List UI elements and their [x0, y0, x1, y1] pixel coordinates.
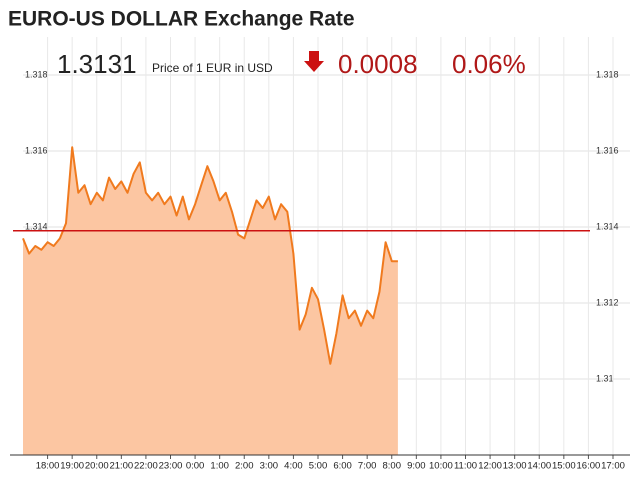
x-tick-label: 15:00 [552, 461, 576, 472]
x-tick-label: 6:00 [333, 461, 352, 472]
x-tick-label: 18:00 [36, 461, 60, 472]
down-arrow [304, 51, 324, 72]
x-tick-label: 13:00 [503, 461, 527, 472]
x-tick-label: 1:00 [210, 461, 229, 472]
x-tick-label: 9:00 [407, 461, 426, 472]
x-tick-label: 23:00 [159, 461, 183, 472]
x-tick-label: 10:00 [429, 461, 453, 472]
x-tick-label: 17:00 [601, 461, 625, 472]
y-tick-label: 1.316 [25, 145, 48, 155]
x-tick-label: 16:00 [577, 461, 601, 472]
x-tick-label: 20:00 [85, 461, 109, 472]
y-tick-label-right: 1.318 [596, 69, 619, 79]
x-tick-label: 19:00 [60, 461, 84, 472]
y-tick-label-right: 1.314 [596, 221, 619, 231]
x-tick-label: 11:00 [454, 461, 477, 472]
y-tick-label-right: 1.312 [596, 297, 619, 307]
x-tick-label: 5:00 [309, 461, 328, 472]
area [23, 147, 398, 455]
plot: 1.311.311.3121.3121.3141.3141.3161.3161.… [10, 37, 630, 472]
price-caption: Price of 1 EUR in USD [152, 61, 273, 75]
x-tick-label: 21:00 [109, 461, 133, 472]
change-percent: 0.06% [452, 49, 526, 79]
x-tick-label: 12:00 [478, 461, 502, 472]
x-tick-label: 7:00 [358, 461, 377, 472]
x-tick-label: 14:00 [527, 461, 551, 472]
chart-title: EURO-US DOLLAR Exchange Rate [8, 8, 355, 31]
y-tick-label: 1.318 [25, 69, 48, 79]
x-tick-label: 4:00 [284, 461, 303, 472]
price: 1.3131 [57, 49, 137, 79]
change: 0.0008 [338, 49, 418, 79]
y-tick-label-right: 1.31 [596, 373, 614, 383]
x-tick-label: 0:00 [186, 461, 205, 472]
x-tick-label: 22:00 [134, 461, 158, 472]
x-tick-label: 2:00 [235, 461, 254, 472]
x-tick-label: 3:00 [260, 461, 279, 472]
line [22, 146, 398, 365]
y-tick-label-right: 1.316 [596, 145, 619, 155]
y-tick-label: 1.314 [25, 221, 48, 231]
x-tick-label: 8:00 [383, 461, 402, 472]
